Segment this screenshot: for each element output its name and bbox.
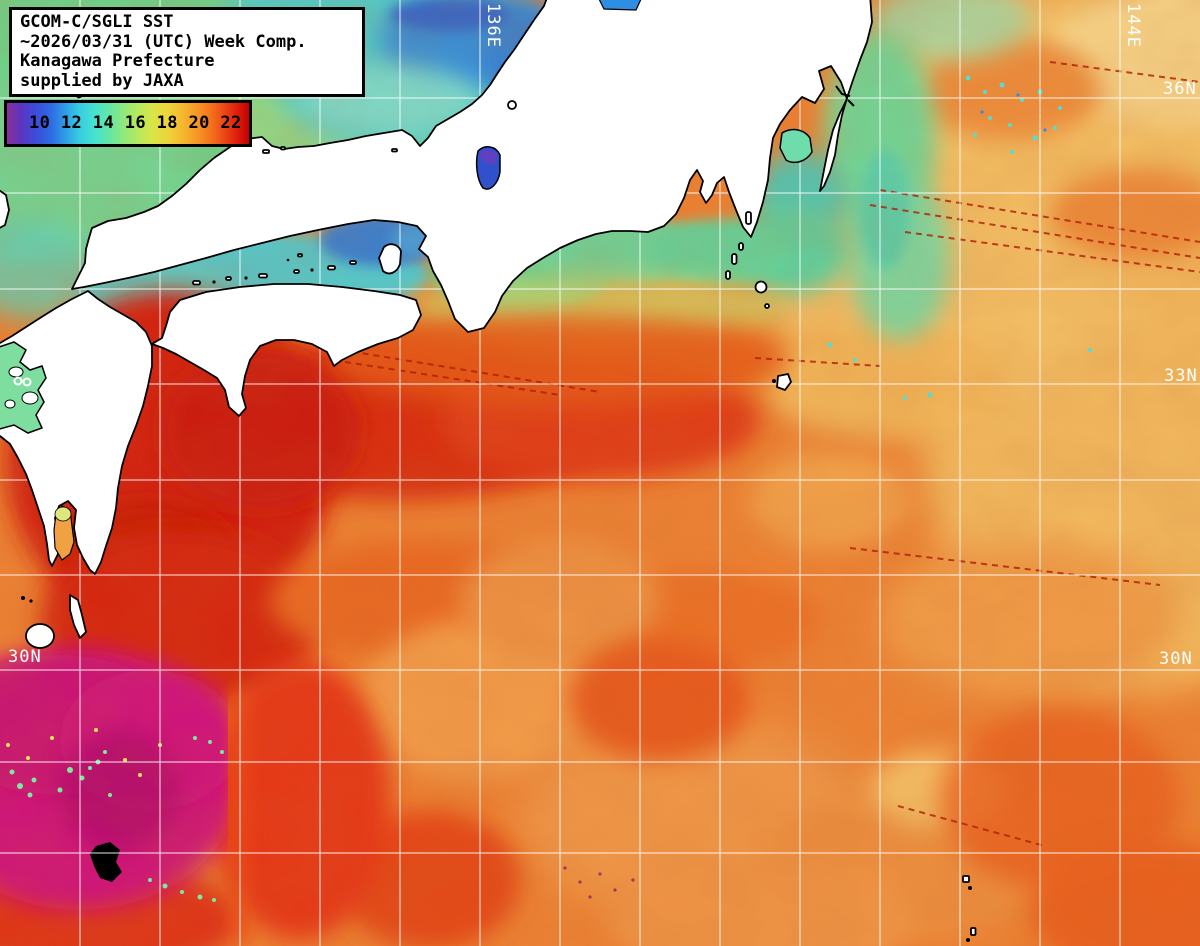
islet-dots: [21, 258, 972, 942]
ariake-sea: [0, 341, 47, 434]
missing-data-blob: [90, 842, 122, 882]
purple-speckles: [563, 866, 635, 899]
lat-label-36n: 36N: [1163, 79, 1197, 99]
cold-speckles: [980, 93, 1047, 132]
scanline-streaks: [0, 61, 1200, 847]
product-title: GCOM-C/SGLI SST: [20, 12, 174, 32]
tanegashima: [69, 594, 87, 639]
lon-label-144e: 144E: [1123, 3, 1143, 48]
izu-oshima: [779, 128, 813, 164]
title-box: GCOM-C/SGLI SST ~2026/03/31 (UTC) Week C…: [9, 7, 365, 97]
ariake-islands: [4, 366, 39, 409]
colorbar-tick-labels: 10 12 14 16 18 20 22: [29, 113, 242, 133]
awaji-island: [378, 243, 402, 275]
kyushu: [0, 290, 153, 575]
sw-speckles-green: [9, 736, 224, 902]
miyakejima: [754, 280, 768, 294]
tsushima: [0, 189, 10, 229]
lat-label-30n-left: 30N: [8, 647, 42, 667]
hachijojima: [776, 373, 792, 391]
honshu: [71, 0, 873, 333]
izu-islands: [745, 211, 752, 225]
land-japan: [0, 0, 977, 936]
lat-label-33n: 33N: [1164, 366, 1198, 386]
colorbar-legend: 10 12 14 16 18 20 22: [4, 100, 252, 147]
composite-period: ~2026/03/31 (UTC) Week Comp.: [20, 31, 307, 52]
shikoku: [151, 283, 422, 417]
lat-label-30n-right: 30N: [1159, 649, 1193, 669]
bays-and-lakes: [0, 0, 813, 561]
sw-speckles-yellow: [6, 728, 162, 777]
attribution: supplied by JAXA: [20, 70, 184, 91]
region-name: Kanagawa Prefecture: [20, 51, 215, 71]
toyama-bay: [598, 0, 642, 11]
lon-label-136e: 136E: [483, 3, 503, 48]
yakushima: [25, 623, 55, 649]
